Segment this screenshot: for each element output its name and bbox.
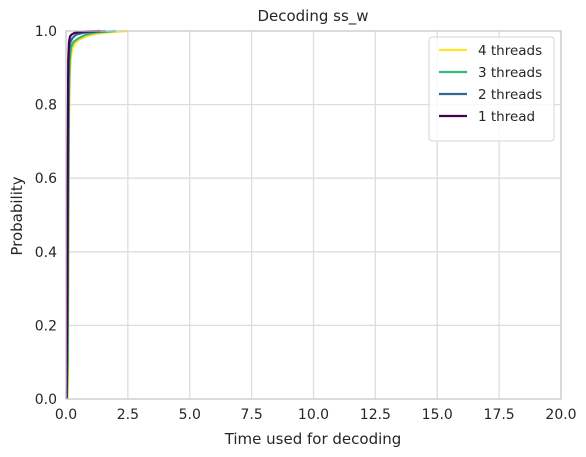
- x-tick-labels: 0.0 2.5 5.0 7.5 10.0 12.5 15.0 17.5 20.0: [55, 407, 577, 423]
- plot-lines: [65, 29, 128, 400]
- series-line-4-threads: [66, 29, 128, 400]
- legend-label: 4 threads: [478, 43, 542, 59]
- x-tick-label: 15.0: [422, 407, 453, 423]
- y-tick-label: 0.2: [35, 318, 57, 334]
- axes-frame: [65, 30, 562, 400]
- legend-label: 3 threads: [478, 65, 542, 81]
- plot-border: [65, 30, 562, 400]
- legend: 4 threads 3 threads 2 threads 1 thread: [428, 36, 555, 142]
- x-tick-label: 17.5: [484, 407, 515, 423]
- y-tick-label: 1.0: [35, 24, 57, 40]
- series-line-1-thread: [65, 29, 101, 400]
- y-tick-label: 0.0: [35, 392, 57, 408]
- x-tick-label: 5.0: [179, 407, 201, 423]
- y-tick-label: 0.8: [35, 98, 57, 114]
- legend-label: 1 thread: [478, 109, 535, 125]
- x-tick-label: 20.0: [545, 407, 576, 423]
- x-tick-label: 7.5: [240, 407, 262, 423]
- y-tick-label: 0.6: [35, 171, 57, 187]
- y-axis-label: Probability: [8, 176, 26, 255]
- x-tick-label: 0.0: [55, 407, 77, 423]
- y-tick-label: 0.4: [35, 245, 57, 261]
- x-tick-label: 10.0: [298, 407, 329, 423]
- x-tick-label: 12.5: [360, 407, 391, 423]
- legend-label: 2 threads: [478, 87, 542, 103]
- y-tick-labels: 0.0 0.2 0.4 0.6 0.8 1.0: [35, 24, 57, 408]
- x-tick-label: 2.5: [117, 407, 139, 423]
- chart-title: Decoding ss_w: [257, 7, 368, 26]
- x-axis-label: Time used for decoding: [224, 430, 402, 448]
- series-line-3-threads: [65, 29, 116, 400]
- series-line-2-threads: [65, 29, 106, 400]
